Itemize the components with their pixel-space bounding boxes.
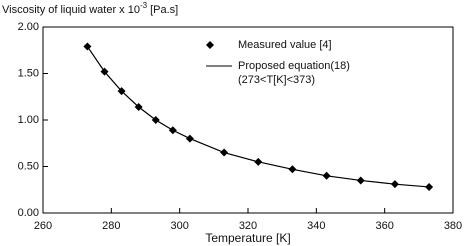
fit-line — [86, 46, 430, 188]
y-axis-label-unit: [Pa.s] — [150, 4, 178, 16]
y-tick-label: 1.00 — [18, 114, 39, 126]
x-tick-label: 260 — [34, 220, 52, 232]
y-axis-label-exponent: -3 — [140, 1, 148, 10]
y-tick-label: 0.00 — [18, 207, 39, 219]
x-tick-label: 300 — [170, 220, 188, 232]
x-tick-label: 340 — [307, 220, 325, 232]
y-axis-label-text: Viscosity of liquid water x 10 — [2, 4, 140, 16]
plot-frame — [42, 26, 454, 214]
legend-label: Measured value [4] — [238, 39, 332, 51]
y-axis-label: Viscosity of liquid water x 10-3 [Pa.s] — [2, 1, 178, 16]
y-tick-label: 0.50 — [18, 160, 39, 172]
x-tick-label: 380 — [444, 220, 462, 232]
legend-label: Proposed equation(18) — [238, 60, 350, 72]
legend-note: (273<T[K]<373) — [238, 74, 315, 86]
x-tick-label: 360 — [375, 220, 393, 232]
y-tick-label: 2.00 — [18, 21, 39, 33]
y-tick-label: 1.50 — [18, 67, 39, 79]
legend-marker — [206, 41, 214, 49]
x-axis-label: Temperature [K] — [205, 231, 290, 245]
x-tick-label: 280 — [102, 220, 120, 232]
x-tick-label: 320 — [239, 220, 257, 232]
